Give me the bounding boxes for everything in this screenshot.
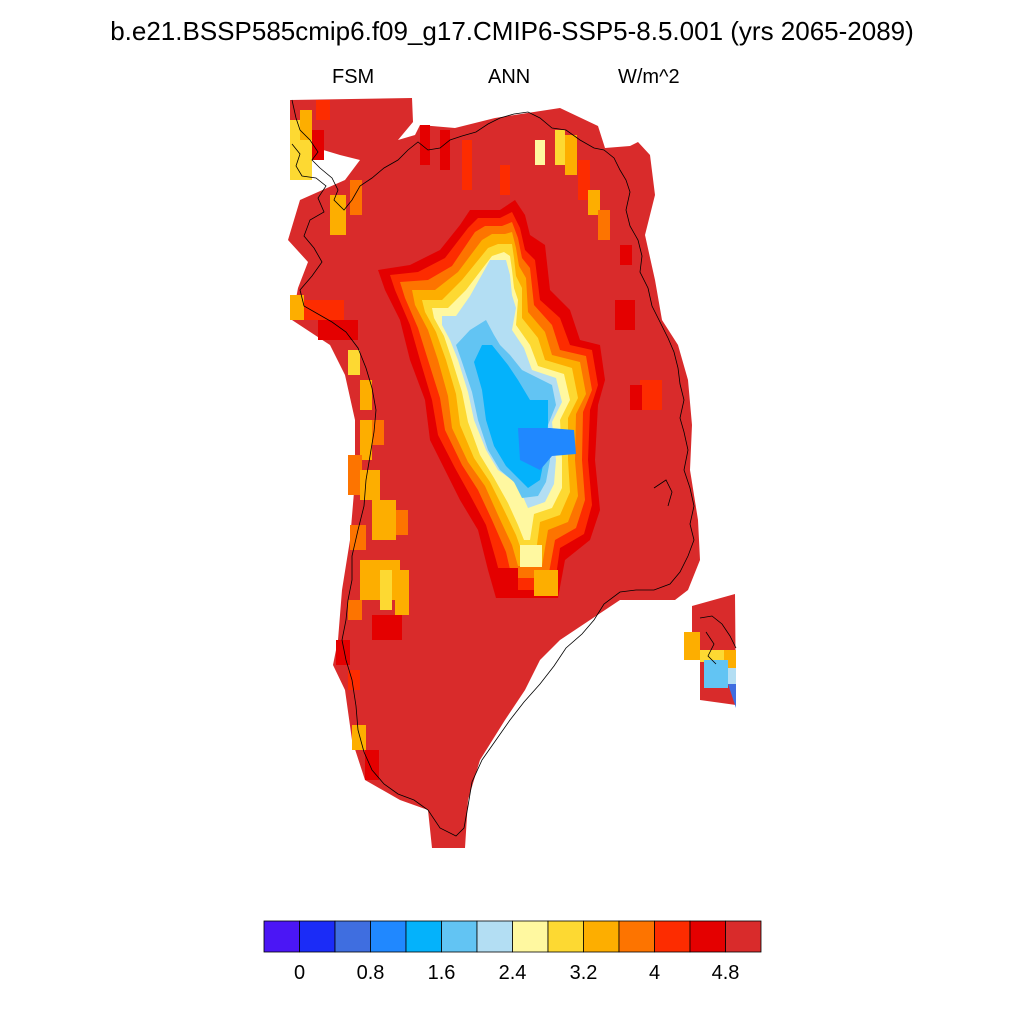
field-cell [350,180,362,215]
field-cell [380,570,392,610]
field-cell [728,668,736,684]
field-cell [440,130,450,170]
field-cell [598,210,610,240]
field-cell [520,545,542,567]
field-cell [704,660,728,688]
field-cell [372,420,384,445]
field-cell [565,135,577,175]
field-cell [304,300,344,320]
interior-plume [378,200,605,598]
field-cell [336,640,350,665]
coastline-path [699,615,737,649]
field-cell [348,455,362,495]
field-cell [395,570,409,615]
field-cell [615,300,635,330]
colorbar-cell [334,920,371,953]
greenland-map [288,98,737,848]
field-cell [330,195,346,235]
season-label: ANN [488,66,531,88]
field-cell [588,190,600,215]
field-cell [348,350,360,375]
colorbar-cell [725,920,762,953]
field-cell [420,125,430,165]
field-cell [348,600,362,620]
colorbar-cell [299,920,336,953]
field-cell [352,725,366,750]
coastline-path [705,631,717,665]
colorbar-cell [547,920,584,953]
colorbar-cell [370,920,407,953]
colorbar-tick-label: 0.8 [357,962,385,984]
coastline [291,99,737,837]
colorbar-tick-label: 1.6 [428,962,456,984]
field-cell [496,568,518,596]
field-cell [360,420,372,460]
field-cell [350,525,366,550]
field-cell [555,130,565,165]
colorbar-cell [441,920,478,953]
field-cell [620,245,632,265]
field-cell [500,165,510,195]
colorbar-ticks: 0 0.8 1.6 2.4 3.2 4 4.8 [294,962,739,984]
field-cell [360,380,372,410]
colorbar-cell [476,920,513,953]
colorbar-cell [618,920,655,953]
field-cell [684,632,700,660]
field-cell [462,140,472,190]
coastline-path [653,479,673,507]
variable-label: FSM [332,66,375,88]
field-cell [348,670,360,690]
field-cell [578,160,590,200]
field-cell [396,510,408,535]
field-cell [640,380,662,410]
units-label: W/m^2 [618,66,680,88]
field-cell [365,750,379,780]
coastal-patches [290,100,736,780]
field-cell [728,684,736,708]
field-cell [316,100,330,120]
plot-title: b.e21.BSSP585cmip6.f09_g17.CMIP6-SSP5-8.… [110,16,914,46]
field-cell [534,570,558,596]
colorbar-tick-label: 4.8 [712,962,740,984]
colorbar-cell [654,920,691,953]
field-cell [372,615,402,640]
field-cell [290,295,304,320]
field-cell [372,500,396,540]
colorbar-cell [405,920,442,953]
interior-core-blue [518,428,576,470]
colorbar-cells [263,920,762,953]
colorbar-tick-label: 3.2 [570,962,598,984]
colorbar-tick-label: 0 [294,962,305,984]
colorbar-cell [512,920,549,953]
colorbar-cell [689,920,726,953]
coastline-path [291,99,695,837]
field-cell [312,130,324,160]
field-cell [535,140,545,165]
field-cell [700,650,724,662]
colorbar-tick-label: 2.4 [499,962,527,984]
colorbar-tick-label: 4 [649,962,660,984]
field-cell [630,385,642,410]
colorbar-cell [583,920,620,953]
colorbar-cell [263,920,300,953]
